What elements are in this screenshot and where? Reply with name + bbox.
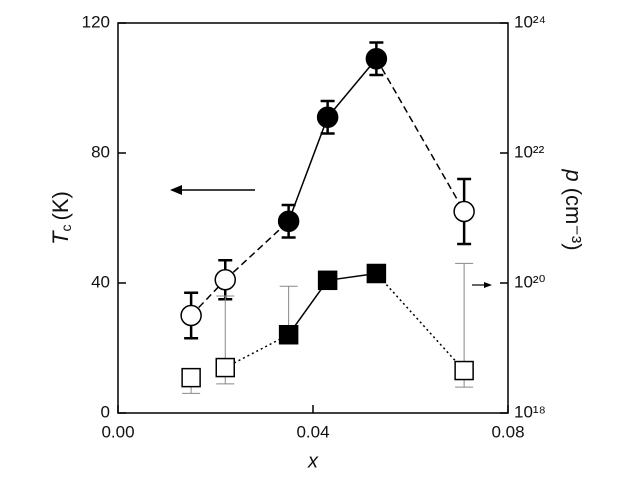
y2-tick-label: 10¹⁸ (514, 402, 546, 421)
plot-frame (117, 22, 509, 414)
y-tick-label: 80 (91, 142, 110, 161)
point (453, 200, 475, 223)
point (181, 367, 201, 388)
y-tick-label: 0 (101, 402, 110, 421)
point (215, 357, 235, 378)
y-label-unit: (K) (48, 191, 73, 220)
arrow-right-head (484, 282, 492, 288)
y-tick-label: 120 (82, 12, 110, 31)
series-line-segment (375, 272, 465, 372)
x-tick-label: 0.00 (101, 422, 134, 441)
x-tick-label: 0.08 (491, 422, 524, 441)
point (317, 270, 338, 291)
point (454, 360, 474, 381)
x-tick-label: 0.04 (296, 422, 329, 441)
y-label-main: T (48, 230, 73, 245)
series-line-segment (375, 58, 465, 212)
y2-axis-label: p (cm⁻³) (561, 168, 586, 250)
point (365, 48, 388, 70)
point (366, 263, 387, 284)
x-axis-label: x (307, 450, 319, 472)
point (278, 324, 299, 345)
series-line-segment (224, 220, 290, 281)
series-line-segment (190, 279, 226, 317)
point (316, 106, 339, 128)
y2-tick-label: 10²⁴ (514, 12, 546, 31)
y-axis-label: Tc (K) (48, 191, 74, 245)
point (277, 210, 300, 232)
y2-tick-label: 10²² (514, 142, 545, 161)
series-line-segment (224, 334, 289, 369)
y-tick-label: 40 (91, 272, 110, 291)
y2-label-unit: (cm⁻³) (561, 188, 586, 251)
arrow-left-head (170, 185, 182, 195)
point (214, 269, 236, 291)
y2-tick-label: 10²⁰ (514, 272, 546, 291)
point (180, 304, 202, 327)
series-line-segment (327, 58, 377, 118)
y-label-sub: c (58, 224, 74, 231)
y2-label-main: p (561, 168, 586, 181)
